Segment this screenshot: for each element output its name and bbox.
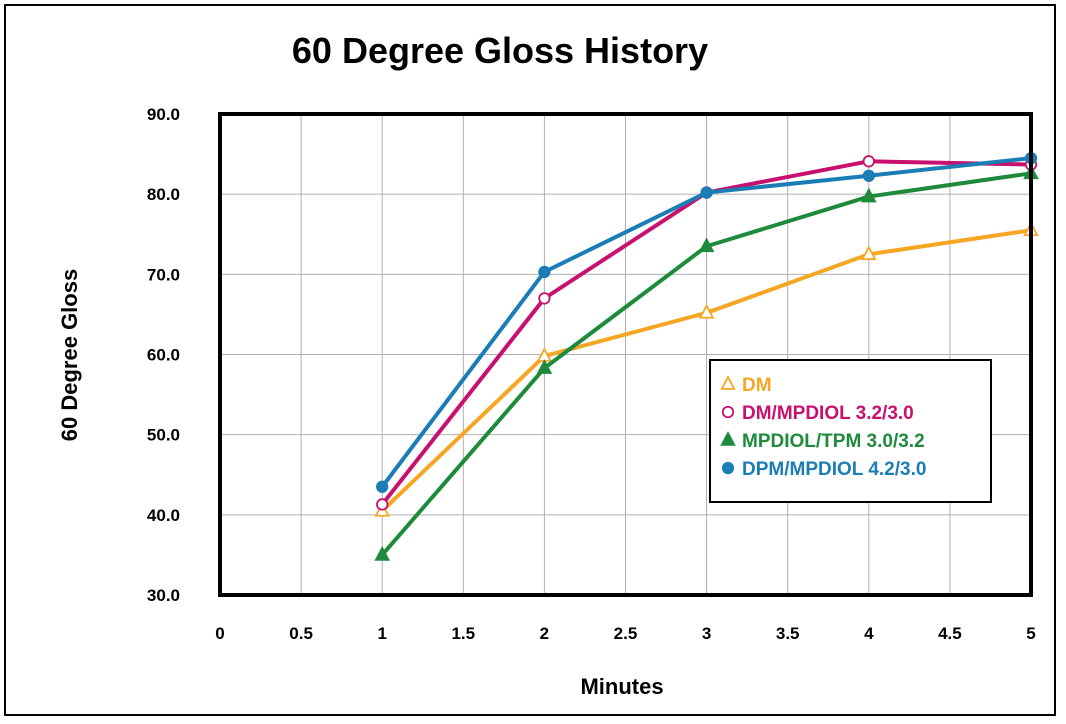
series-3 [376,151,1038,493]
data-point [376,480,389,493]
data-point [538,265,551,279]
plot-area-border [218,112,1033,597]
x-tick-label: 0 [215,624,224,643]
x-tick-label: 4.5 [938,624,962,643]
legend-marker [720,431,736,446]
legend-item: DM [720,375,772,396]
data-point [698,237,715,253]
y-tick-label: 60.0 [147,346,180,365]
data-point [698,303,715,319]
x-tick-label: 1 [377,624,386,643]
data-point [862,169,875,182]
legend: DM DM/MPDIOL 3.2/3.0 MPDIOL/TPM 3.0/3.2 DPM… [709,359,992,503]
y-tick-label: 50.0 [147,426,180,445]
y-tick-label: 30.0 [147,586,180,605]
y-axis-label: 60 Degree Gloss [57,269,82,441]
legend-label: MPDIOL/TPM 3.0/3.2 [742,431,925,452]
legend-label: DPM/MPDIOL 4.2/3.0 [742,459,926,480]
x-tick-label: 5 [1026,624,1035,643]
series-0 [374,221,1039,517]
y-tick-label: 80.0 [147,185,180,204]
x-tick-label: 4 [864,624,874,643]
x-tick-label: 2 [540,624,549,643]
chart-title: 60 Degree Gloss History [292,30,708,71]
data-point [861,245,877,261]
data-point [374,545,390,561]
data-point [862,155,875,168]
legend-marker [720,375,736,390]
x-tick-label: 0.5 [289,624,313,643]
y-tick-label: 40.0 [147,506,180,525]
legend-label: DM/MPDIOL 3.2/3.0 [742,403,914,424]
legend-item: DM/MPDIOL 3.2/3.0 [721,403,914,424]
x-tick-label: 1.5 [451,624,475,643]
y-tick-label: 90.0 [147,105,180,124]
data-point [538,292,551,305]
x-tick-label: 2.5 [614,624,638,643]
legend-label: DM [742,375,772,396]
data-point [376,498,389,511]
grid [219,113,1032,596]
series-layer [374,151,1039,561]
legend-marker [721,461,735,475]
legend-item: DPM/MPDIOL 4.2/3.0 [721,459,926,480]
tick-labels: 0 0.5 1 1.5 2 2.5 3 3.5 4 4.5 5 30.0 40.0 50.0 60.0 70.… [147,105,1036,643]
x-tick-label: 3.5 [776,624,800,643]
data-point [861,187,877,203]
legend-box [709,359,992,503]
data-point [536,359,553,374]
legend-item: MPDIOL/TPM 3.0/3.2 [720,431,925,452]
y-tick-label: 70.0 [147,265,180,284]
legend-marker [721,405,735,419]
x-axis-label: Minutes [580,674,663,699]
x-tick-label: 3 [702,624,711,643]
data-point [700,186,713,199]
